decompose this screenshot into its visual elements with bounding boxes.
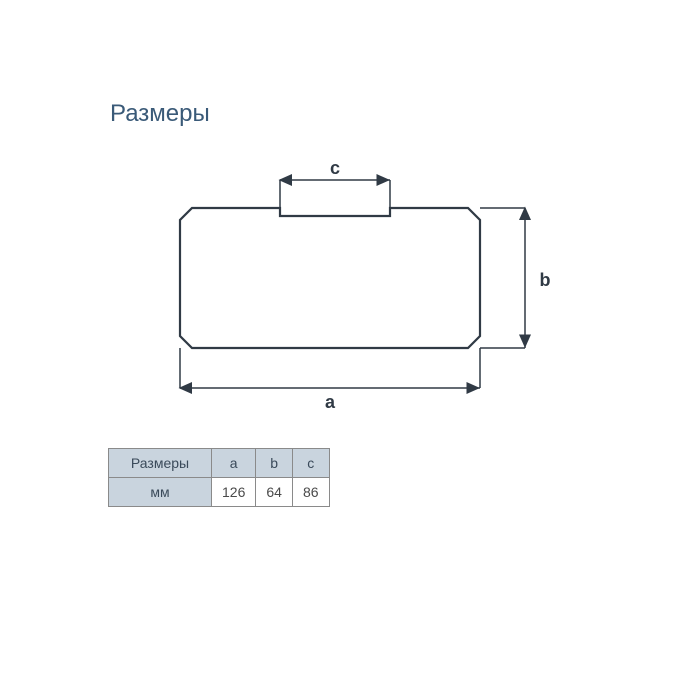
dimension-c: c bbox=[280, 158, 390, 208]
dimension-diagram: c a b bbox=[130, 148, 600, 428]
table-row: мм 126 64 86 bbox=[109, 478, 330, 507]
cell-c: 86 bbox=[292, 478, 329, 507]
dimension-b-label: b bbox=[540, 270, 551, 290]
cell-a: 126 bbox=[212, 478, 256, 507]
cell-b: 64 bbox=[256, 478, 293, 507]
dimensions-table-wrap: Размеры a b c мм 126 64 86 bbox=[108, 448, 640, 507]
col-header-b: b bbox=[256, 449, 293, 478]
dimension-a-label: a bbox=[325, 392, 336, 412]
page-title: Размеры bbox=[110, 100, 640, 128]
page: Размеры c bbox=[0, 0, 700, 700]
row-name: мм bbox=[109, 478, 212, 507]
dimension-c-label: c bbox=[330, 158, 340, 178]
col-header-c: c bbox=[292, 449, 329, 478]
col-header-a: a bbox=[212, 449, 256, 478]
col-header-name: Размеры bbox=[109, 449, 212, 478]
profile-svg: c a b bbox=[130, 148, 600, 428]
profile-outline bbox=[180, 208, 480, 348]
dimensions-table: Размеры a b c мм 126 64 86 bbox=[108, 448, 330, 507]
dimension-a: a bbox=[180, 348, 480, 412]
dimension-b: b bbox=[480, 208, 551, 348]
table-header-row: Размеры a b c bbox=[109, 449, 330, 478]
